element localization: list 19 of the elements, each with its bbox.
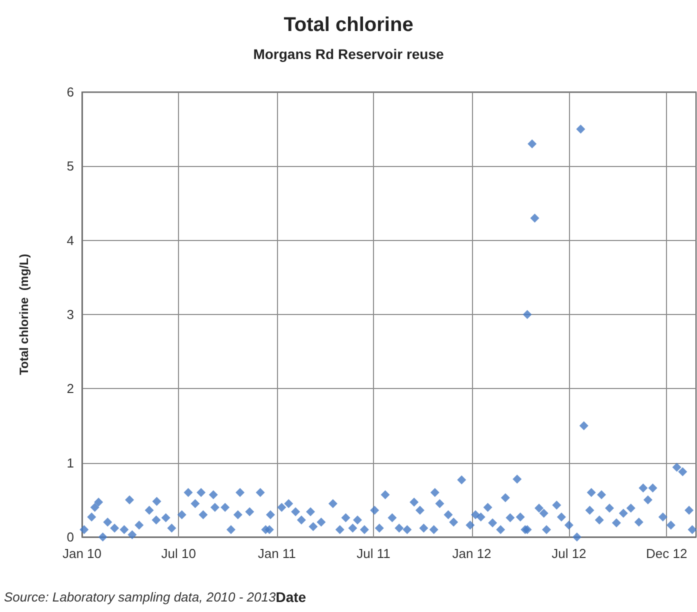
- chart-title: Total chlorine: [284, 14, 414, 36]
- x-tick-label: Jan 11: [258, 546, 296, 561]
- y-tick-label: 3: [66, 307, 74, 322]
- x-tick-label: Jul 10: [161, 546, 196, 561]
- y-axis-title: Total chlorine (mg/L): [17, 254, 31, 376]
- x-tick-label: Jul 11: [356, 546, 390, 561]
- x-tick-label: Jan 12: [452, 546, 492, 561]
- y-tick-label: 0: [66, 530, 74, 544]
- source-note: Source: Laboratory sampling data, 2010 - 2013: [4, 590, 276, 604]
- y-tick-label: 5: [66, 158, 74, 174]
- y-tick-label: 1: [66, 455, 74, 470]
- y-tick-label: 2: [66, 381, 74, 396]
- chart-subtitle: Morgans Rd Reservoir reuse: [253, 46, 444, 62]
- x-tick-label: Jan 10: [62, 546, 102, 561]
- x-tick-label: Dec 12: [646, 546, 688, 561]
- y-tick-label: 6: [66, 84, 74, 100]
- y-tick-label: 4: [66, 232, 74, 248]
- x-axis-title: Date: [276, 589, 306, 605]
- x-tick-label: Jul 12: [552, 546, 586, 561]
